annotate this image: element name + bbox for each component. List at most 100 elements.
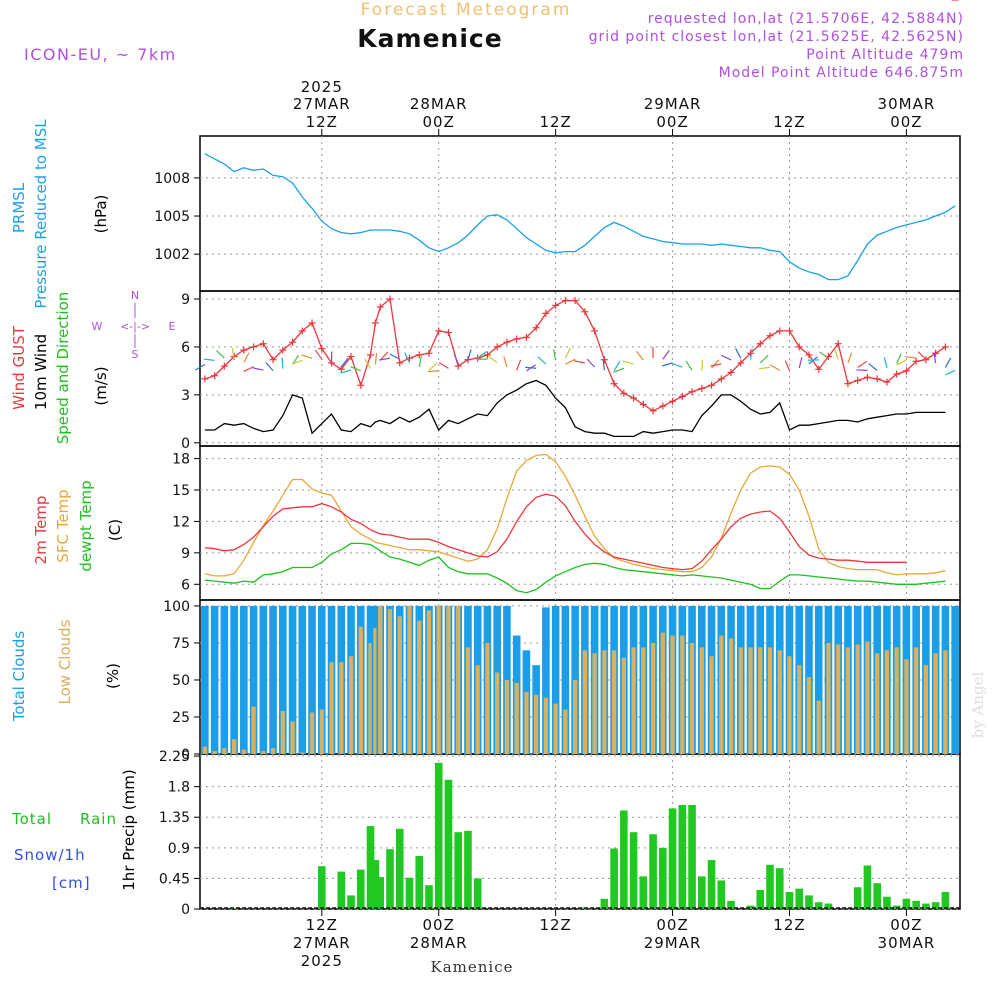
bottom-time-label: 27MAR <box>293 934 351 952</box>
bottom-time-label: 28MAR <box>410 934 468 952</box>
low-cloud-bar <box>446 605 451 754</box>
bottom-time-label: 29MAR <box>644 934 702 952</box>
wind-direction-arrow <box>350 366 361 372</box>
wind-direction-arrow <box>564 347 571 359</box>
y-tick-label: 25 <box>172 710 190 726</box>
wind-direction-arrow <box>525 366 537 369</box>
low-cloud-bar <box>719 635 724 754</box>
low-cloud-bar <box>563 709 568 754</box>
y-tick-label: 0 <box>181 747 190 763</box>
low-cloud-bar <box>553 703 558 754</box>
precip-panel <box>199 753 961 910</box>
wind-direction-arrow <box>834 348 839 360</box>
low-cloud-bar <box>202 746 207 754</box>
precip-bar <box>922 903 930 909</box>
precip-bar <box>415 855 424 909</box>
requested-coords: requested lon,lat (21.5706E, 42.5884N) <box>648 11 964 27</box>
precip-bar <box>230 908 238 909</box>
precip-bar <box>775 868 784 909</box>
low-cloud-bar <box>738 647 743 754</box>
low-cloud-bar <box>387 608 393 754</box>
temp-unit: (C) <box>106 519 124 541</box>
rose-w: W <box>92 320 103 333</box>
low-cloud-bar <box>465 647 471 754</box>
precip-snow-unit: [cm] <box>52 874 91 892</box>
precip-bar <box>707 860 716 909</box>
wind-direction-arrow <box>467 349 472 361</box>
y-tick-label: 18 <box>172 452 190 468</box>
wind-speed-series <box>204 379 946 438</box>
precip-bar <box>883 896 891 909</box>
wind-direction-arrow <box>933 352 937 364</box>
precip-bar <box>356 869 365 909</box>
low-cloud-bar <box>728 638 734 754</box>
low-cloud-bar <box>621 657 626 754</box>
wind-direction-arrow <box>602 359 605 371</box>
wind-direction-arrow <box>701 359 704 371</box>
low-cloud-bar <box>212 751 217 754</box>
low-cloud-bar <box>475 665 480 754</box>
wind-panel <box>199 290 961 447</box>
precip-bar <box>912 900 920 909</box>
low-cloud-bar <box>261 751 266 754</box>
low-cloud-bar <box>787 656 792 754</box>
gridpoint-coords: grid point closest lon,lat (21.5625E, 42… <box>589 29 964 45</box>
y-tick-label: 1008 <box>154 171 190 187</box>
low-cloud-bar <box>748 647 753 754</box>
low-cloud-bar <box>777 650 782 754</box>
total-cloud-bar <box>220 605 229 754</box>
wind-direction-arrow <box>379 357 391 361</box>
top-time-label: 27MAR <box>293 95 351 113</box>
low-cloud-bar <box>641 647 646 754</box>
low-cloud-bar <box>660 632 665 754</box>
precip-bar <box>659 847 667 909</box>
pressure-series <box>204 153 956 281</box>
low-cloud-bar <box>933 653 938 754</box>
wind-unit: (m/s) <box>92 366 110 405</box>
precip-bar <box>746 905 755 909</box>
wind-direction-arrow <box>847 352 853 364</box>
y-tick-label: 3 <box>181 388 190 404</box>
wind-direction-arrow <box>883 357 888 369</box>
total-cloud-bar <box>561 605 570 754</box>
low-cloud-bar <box>582 650 587 754</box>
precip-bar <box>473 878 482 909</box>
precip-bar <box>347 895 355 909</box>
precip-bar <box>814 902 823 909</box>
low-cloud-bar <box>485 642 490 754</box>
wind-direction-arrow <box>418 356 422 368</box>
wind-direction-arrow <box>243 366 254 372</box>
y-tick-label: 0 <box>181 902 190 918</box>
y-tick-label: 9 <box>181 292 190 308</box>
precip-bar <box>317 866 326 909</box>
wind-direction-arrow <box>857 360 868 368</box>
y-tick-label: 2.25 <box>159 749 190 765</box>
wind-direction-arrow <box>636 350 644 361</box>
bottom-time-label: 12Z <box>306 916 338 934</box>
low-cloud-bar <box>514 682 519 754</box>
wind-direction-arrow <box>613 367 625 373</box>
precip-bar <box>649 834 657 909</box>
precip-bar <box>795 888 804 909</box>
low-cloud-bar <box>368 642 373 754</box>
precip-bar <box>610 848 618 909</box>
y-tick-label: 1.35 <box>159 810 190 826</box>
precip-ylabel: 1hr Precip (mm) <box>120 769 138 890</box>
wind-direction-arrow <box>340 369 352 374</box>
low-cloud-bar <box>806 677 812 754</box>
top-time-label: 00Z <box>423 113 455 131</box>
precip-bar <box>464 830 472 909</box>
precip-bar <box>444 779 453 909</box>
precip-bar <box>785 892 794 909</box>
precip-total-label: Total <box>11 810 52 828</box>
low-cloud-bar <box>348 656 354 754</box>
low-cloud-bar <box>699 647 704 754</box>
wind-direction-arrow <box>769 364 781 371</box>
y-tick-label: 1005 <box>154 209 190 225</box>
total-cloud-bar <box>288 605 297 754</box>
low-cloud-bar <box>280 711 285 754</box>
low-cloud-bar <box>914 647 919 754</box>
total-cloud-bar <box>551 605 560 754</box>
total-cloud-bar <box>259 605 268 754</box>
